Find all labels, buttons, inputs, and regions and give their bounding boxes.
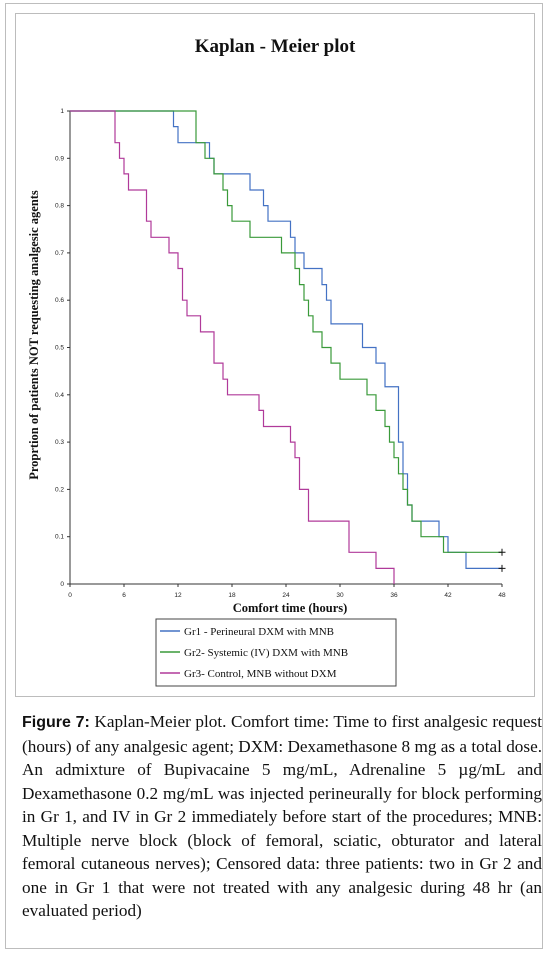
y-tick-label: 0.9 (55, 155, 64, 162)
x-tick-label: 6 (122, 592, 126, 599)
chart-title: Kaplan - Meier plot (195, 36, 356, 57)
figure-frame (5, 3, 543, 949)
kaplan-meier-chart: Kaplan - Meier plot 0 6 12 18 24 30 36 42 48 0 0.1… (27, 36, 506, 687)
x-axis-label: Comfort time (hours) (233, 601, 348, 615)
y-tick-label: 0.2 (55, 486, 64, 493)
y-tick-label: 0.4 (55, 392, 64, 399)
series-line-2 (70, 110, 502, 553)
y-tick-label: 0.5 (55, 345, 64, 352)
censored-marker (498, 564, 506, 572)
y-tick-label: 0.7 (55, 250, 64, 257)
censored-marker (498, 548, 506, 556)
x-tick-label: 36 (390, 592, 398, 599)
axes (67, 110, 503, 587)
survival-curves (70, 110, 506, 584)
legend-entry-2: Gr2- Systemic (IV) DXM with MNB (184, 647, 348, 659)
legend: Gr1 - Perineural DXM with MNB Gr2- System… (155, 618, 397, 687)
x-tick-label: 18 (228, 592, 236, 599)
y-axis-label: Proprtion of patients NOT requesting ana… (27, 190, 41, 480)
legend-entry-3: Gr3- Control, MNB without DXM (184, 668, 337, 680)
y-tick-label: 0 (60, 581, 64, 588)
y-tick-label: 0.1 (55, 534, 64, 541)
x-tick-label: 0 (68, 592, 72, 599)
caption-text: Kaplan-Meier plot. Comfort time: Time to… (22, 712, 542, 920)
x-tick-label: 42 (444, 592, 452, 599)
x-tick-label: 30 (336, 592, 344, 599)
legend-box (155, 618, 397, 687)
chart-container: Kaplan - Meier plot 0 6 12 18 24 30 36 42 48 0 0.1… (15, 13, 535, 697)
figure-caption: Figure 7: Kaplan-Meier plot. Comfort tim… (22, 710, 542, 923)
y-tick-label: 0.8 (55, 203, 64, 210)
x-tick-label: 24 (282, 592, 290, 599)
tick-labels: 0 6 12 18 24 30 36 42 48 0 0.1 0.2 0.3 0.4 0.5 0.6 0.7 0.… (55, 108, 506, 599)
x-tick-label: 12 (174, 592, 182, 599)
x-tick-label: 48 (498, 592, 506, 599)
legend-entry-1: Gr1 - Perineural DXM with MNB (184, 626, 334, 638)
series-line-3 (70, 110, 395, 584)
series-line-1 (70, 110, 502, 569)
y-tick-label: 0.6 (55, 297, 64, 304)
y-tick-label: 0.3 (55, 439, 64, 446)
caption-label: Figure 7: (22, 714, 90, 731)
y-tick-label: 1 (60, 108, 64, 115)
